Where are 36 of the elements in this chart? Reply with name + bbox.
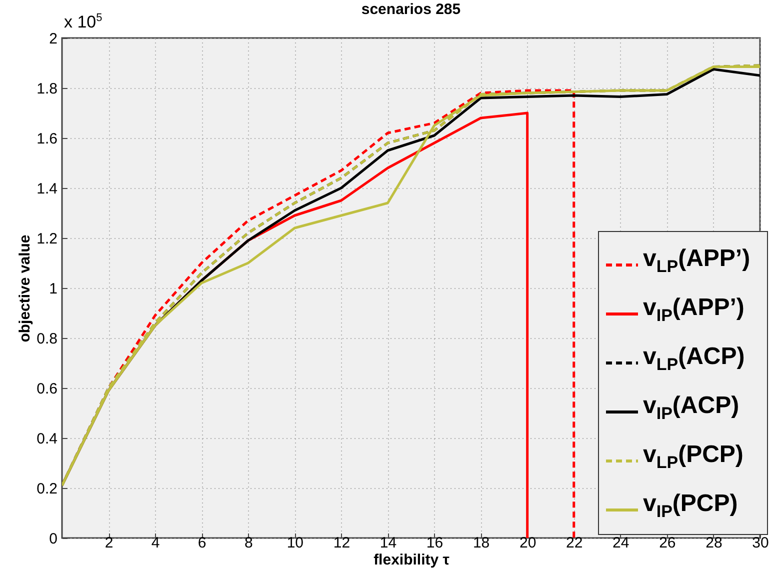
legend-label: v$_{IP}$(PCP) [643,490,738,522]
x-tick-label: 14 [380,534,397,552]
x-tick-label: 10 [286,534,304,552]
y-tick-label: 0.8 [36,330,58,348]
y-tick-label: 1.8 [36,80,58,98]
legend-label: v$_{LP}$(ACP) [643,342,745,374]
y-axis-title: objective value [16,234,34,342]
text: x 10$^{5}$ [64,12,102,33]
y-tick-label: 2 [49,30,58,48]
x-tick-label: 2 [104,534,114,552]
x-tick-label: 4 [151,534,160,552]
x-axis-title: flexibility τ [374,552,450,568]
x-tick-label: 18 [472,534,490,552]
x-tick-label: 22 [566,534,583,552]
x-tick-label: 6 [198,534,206,552]
y-tick-label: 0.6 [36,380,58,398]
y-tick-label: 0 [49,530,58,548]
x-tick-label: 30 [752,534,769,552]
y-tick-label: 1.2 [36,230,58,248]
x-tick-label: 16 [426,534,444,552]
legend-label: v$_{LP}$(APP’) [643,244,750,276]
legend-label: v$_{IP}$(ACP) [643,392,740,424]
y-tick-label: 1.4 [36,180,58,198]
x-tick-label: 28 [706,534,722,552]
x-tick-label: 8 [244,534,253,552]
y-tick-label: 0.4 [36,430,58,448]
y-tick-label: 1 [49,280,58,298]
y-tick-label: 0.2 [36,480,58,498]
y-tick-label: 1.6 [36,130,58,148]
legend-label: v$_{LP}$(PCP) [643,440,744,472]
x-tick-label: 20 [519,534,536,552]
x-tick-label: 26 [659,534,676,552]
legend-label: v$_{IP}$(APP’) [643,294,744,326]
x-tick-label: 24 [612,534,630,552]
chart-title: scenarios 285 [361,1,461,18]
x-tick-label: 12 [333,534,350,552]
